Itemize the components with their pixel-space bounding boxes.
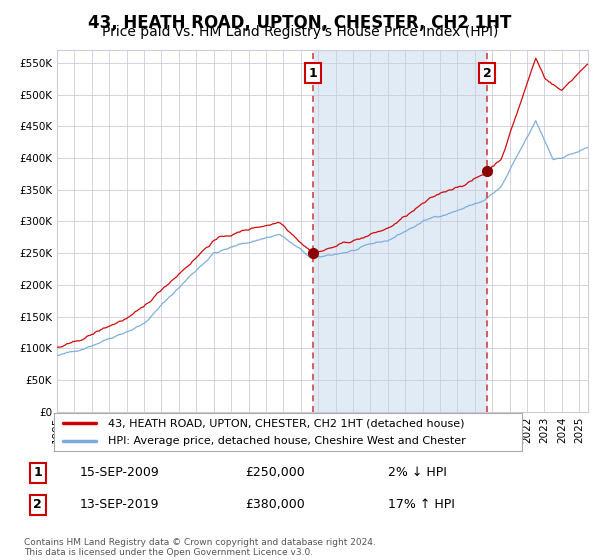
Text: Contains HM Land Registry data © Crown copyright and database right 2024.
This d: Contains HM Land Registry data © Crown c… xyxy=(24,538,376,557)
Text: 2: 2 xyxy=(483,67,491,80)
Text: £380,000: £380,000 xyxy=(245,498,305,511)
Text: 43, HEATH ROAD, UPTON, CHESTER, CH2 1HT (detached house): 43, HEATH ROAD, UPTON, CHESTER, CH2 1HT … xyxy=(108,418,464,428)
Text: 2% ↓ HPI: 2% ↓ HPI xyxy=(388,466,447,479)
Text: 15-SEP-2009: 15-SEP-2009 xyxy=(79,466,159,479)
Text: 1: 1 xyxy=(34,466,42,479)
Text: 1: 1 xyxy=(309,67,317,80)
Text: 13-SEP-2019: 13-SEP-2019 xyxy=(79,498,158,511)
Text: HPI: Average price, detached house, Cheshire West and Chester: HPI: Average price, detached house, Ches… xyxy=(108,436,466,446)
Text: Price paid vs. HM Land Registry's House Price Index (HPI): Price paid vs. HM Land Registry's House … xyxy=(102,25,498,39)
Text: 17% ↑ HPI: 17% ↑ HPI xyxy=(388,498,455,511)
Text: 2: 2 xyxy=(34,498,42,511)
Text: £250,000: £250,000 xyxy=(245,466,305,479)
Text: 43, HEATH ROAD, UPTON, CHESTER, CH2 1HT: 43, HEATH ROAD, UPTON, CHESTER, CH2 1HT xyxy=(88,14,512,32)
